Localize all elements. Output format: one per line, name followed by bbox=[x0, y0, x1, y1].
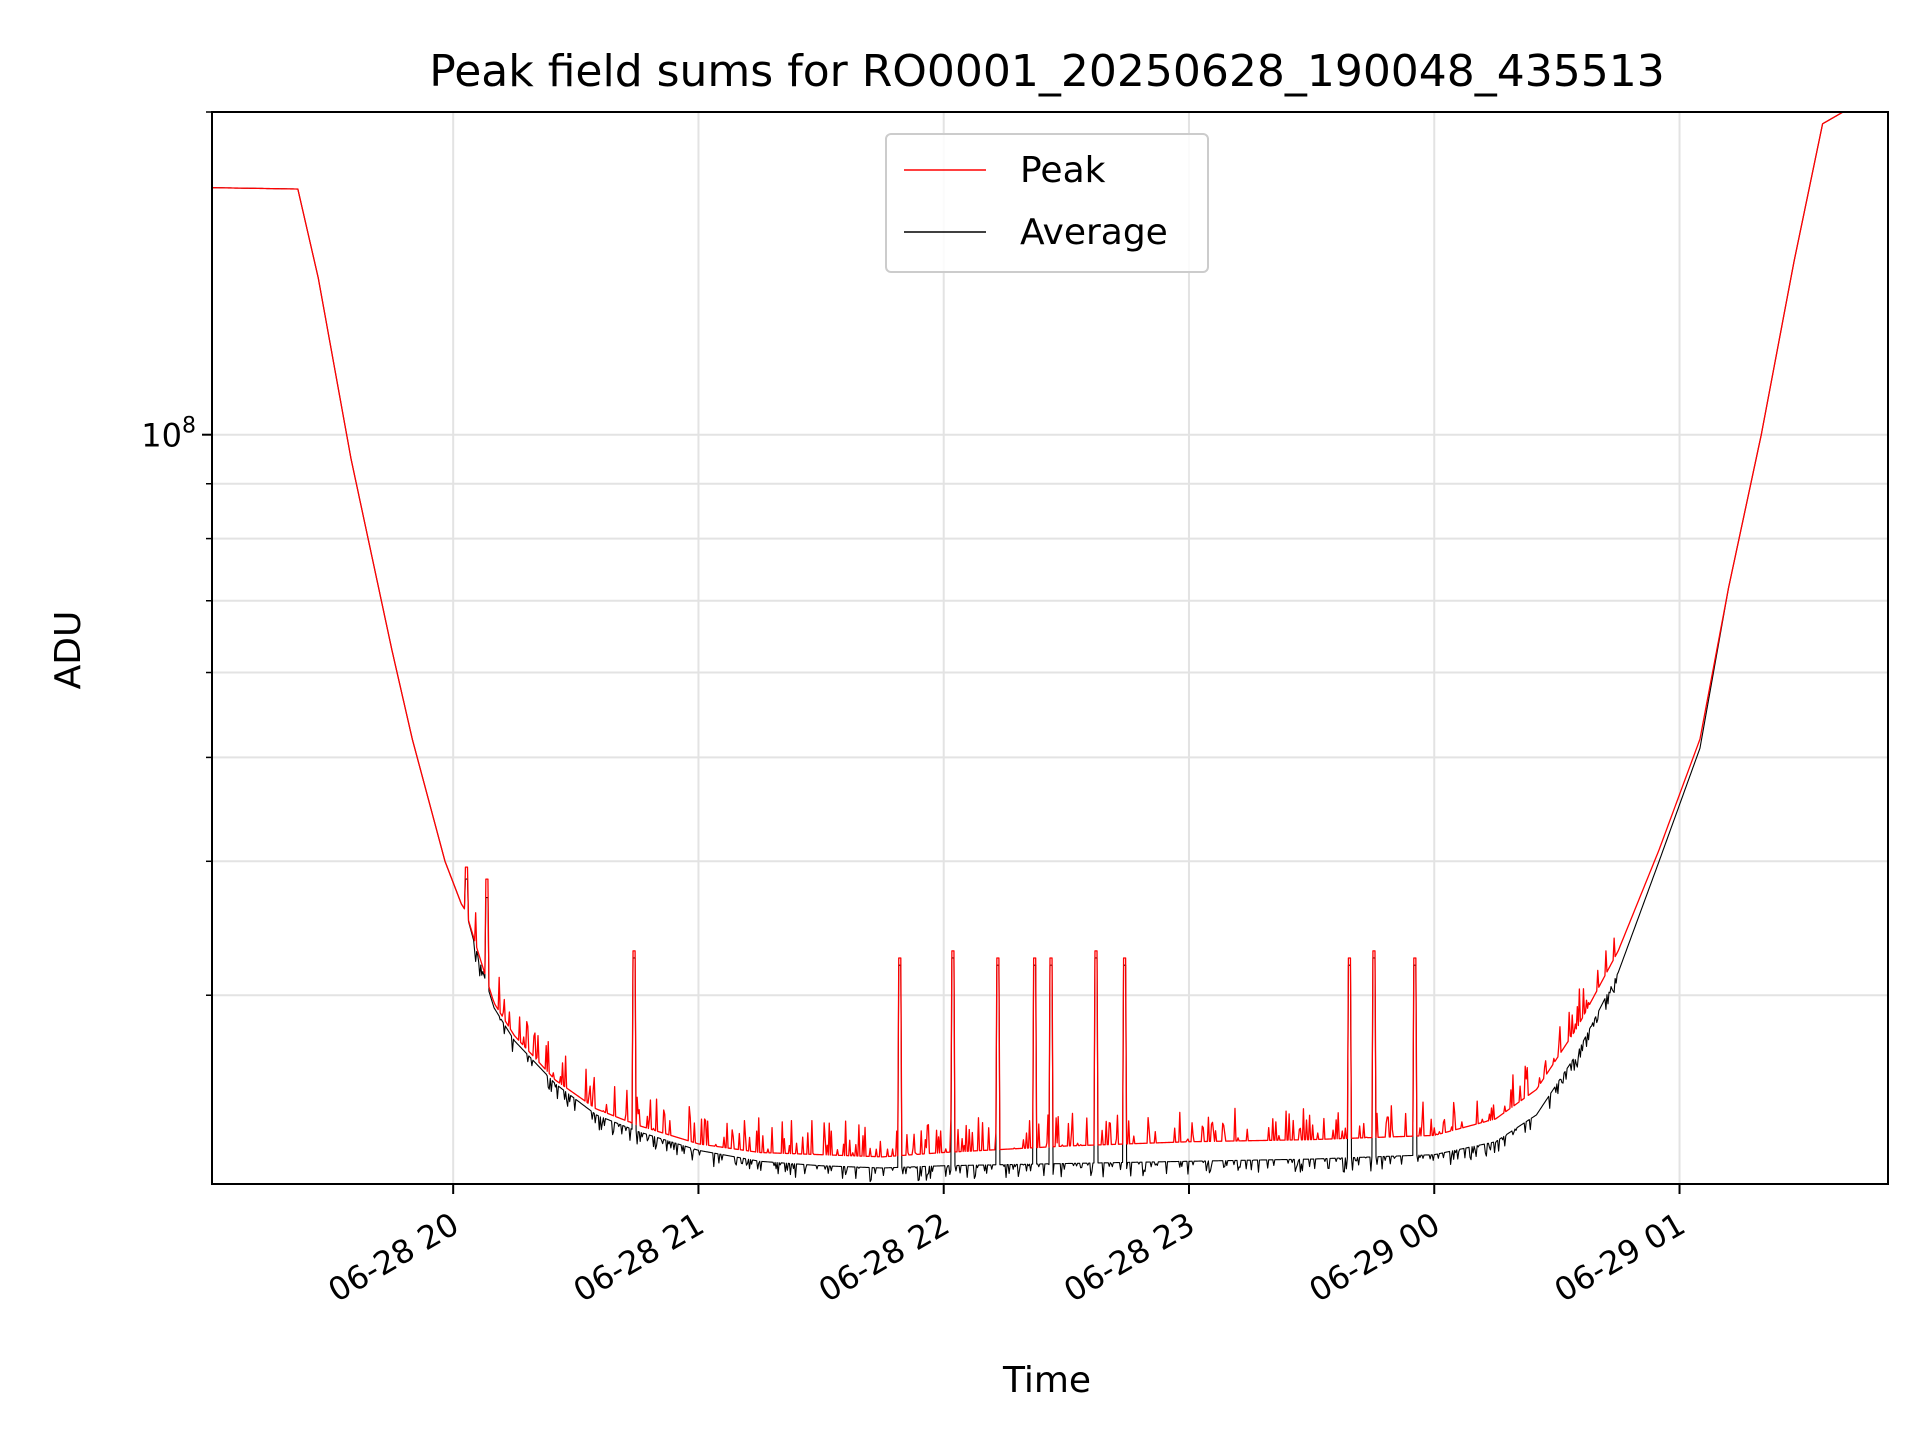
legend-label-peak: Peak bbox=[1020, 150, 1106, 191]
y-axis-label: ADU bbox=[48, 611, 89, 690]
y-tick-label: 108 bbox=[141, 414, 196, 455]
plot-frame bbox=[211, 111, 1889, 1185]
legend: Peak Average bbox=[885, 133, 1209, 273]
x-axis-label: Time bbox=[1002, 1360, 1091, 1401]
series-line-peak bbox=[212, 112, 1888, 1158]
series-layer bbox=[212, 112, 1888, 1183]
legend-box bbox=[885, 133, 1209, 273]
chart-title: Peak field sums for RO0001_20250628_1900… bbox=[429, 46, 1665, 97]
legend-label-average: Average bbox=[1020, 212, 1168, 253]
